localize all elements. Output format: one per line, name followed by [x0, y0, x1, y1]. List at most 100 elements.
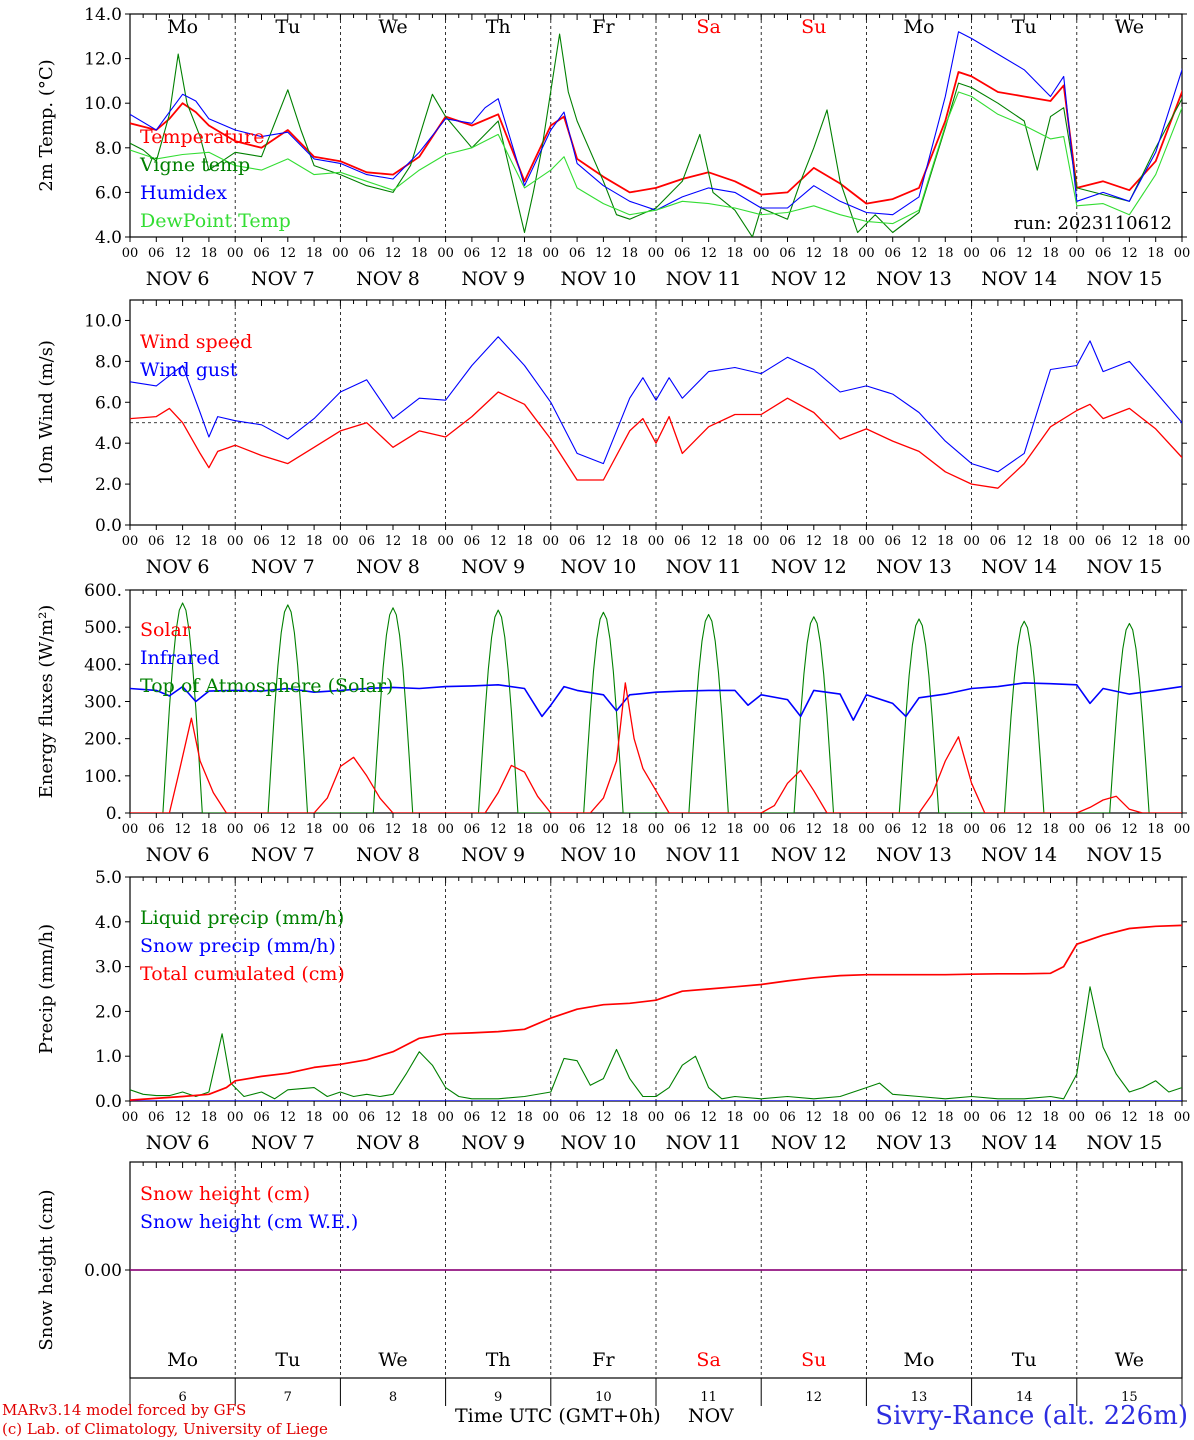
flux-hour-label: 06 — [464, 822, 481, 837]
flux-ytick-label: 0. — [106, 804, 122, 824]
temp-hour-label: 00 — [648, 246, 665, 261]
flux-hour-label: 00 — [858, 822, 875, 837]
wind-ytick-label: 6.0 — [95, 393, 122, 413]
temp-hour-label: 06 — [148, 246, 165, 261]
wind-hour-label: 00 — [648, 534, 665, 549]
precip-date-label: NOV 9 — [461, 1132, 525, 1154]
wind-hour-label: 12 — [595, 534, 612, 549]
temp-series-dewpoint-temp — [130, 91, 1182, 225]
temp-ytick-label: 12.0 — [84, 50, 122, 70]
wind-date-label: NOV 8 — [356, 556, 420, 578]
wind-hour-label: 00 — [543, 534, 560, 549]
temp-hour-label: 00 — [1174, 246, 1191, 261]
weekday-label: Mo — [904, 1349, 935, 1371]
temp-hour-label: 00 — [858, 246, 875, 261]
temp-ytick-label: 8.0 — [95, 139, 122, 159]
flux-date-label: NOV 6 — [146, 844, 210, 866]
flux-ytick-label: 200. — [84, 730, 122, 750]
flux-date-label: NOV 9 — [461, 844, 525, 866]
temp-hour-label: 18 — [937, 246, 954, 261]
wind-hour-label: 12 — [1121, 534, 1138, 549]
temp-hour-label: 00 — [437, 246, 454, 261]
wind-hour-label: 18 — [1147, 534, 1164, 549]
precip-hour-label: 06 — [464, 1110, 481, 1125]
temp-hour-label: 06 — [464, 246, 481, 261]
temp-hour-label: 18 — [727, 246, 744, 261]
wind-hour-label: 12 — [806, 534, 823, 549]
flux-hour-label: 18 — [937, 822, 954, 837]
temp-date-label: NOV 12 — [771, 268, 847, 290]
temp-hour-label: 06 — [990, 246, 1007, 261]
temp-hour-label: 18 — [201, 246, 218, 261]
flux-ytick-label: 300. — [84, 693, 122, 713]
precip-hour-label: 12 — [490, 1110, 507, 1125]
flux-hour-label: 00 — [227, 822, 244, 837]
flux-date-label: NOV 10 — [560, 844, 636, 866]
wind-series-wind-gust — [130, 336, 1182, 473]
flux-hour-label: 18 — [1147, 822, 1164, 837]
temp-hour-label: 00 — [753, 246, 770, 261]
wind-frame — [129, 299, 1183, 526]
precip-hour-label: 06 — [253, 1110, 270, 1125]
temp-legend-item: Vigne temp — [139, 154, 250, 176]
weekday-label: Su — [801, 1349, 826, 1371]
weekday-label: Tu — [1012, 16, 1037, 38]
temp-hour-label: 18 — [621, 246, 638, 261]
day-number: 10 — [595, 1390, 612, 1405]
precip-ytick-label: 1.0 — [95, 1047, 122, 1067]
temp-series-temperature — [130, 71, 1182, 205]
wind-hour-label: 12 — [490, 534, 507, 549]
flux-hour-label: 00 — [1069, 822, 1086, 837]
flux-legend-item: Solar — [140, 619, 192, 641]
flux-hour-label: 00 — [963, 822, 980, 837]
weekday-label: We — [1115, 1349, 1144, 1371]
temp-run-annotation: run: 2023110612 — [1014, 213, 1172, 234]
temp-hour-label: 06 — [674, 246, 691, 261]
temp-hour-label: 12 — [490, 246, 507, 261]
wind-legend-item: Wind speed — [140, 331, 252, 353]
precip-date-label: NOV 6 — [146, 1132, 210, 1154]
precip-hour-label: 00 — [332, 1110, 349, 1125]
day-number: 7 — [284, 1390, 292, 1405]
temp-date-label: NOV 14 — [981, 268, 1057, 290]
precip-ylabel: Precip (mm/h) — [36, 924, 57, 1054]
flux-hour-label: 18 — [411, 822, 428, 837]
weekday-label: Mo — [167, 1349, 198, 1371]
precip-hour-label: 00 — [1174, 1110, 1191, 1125]
flux-hour-label: 06 — [569, 822, 586, 837]
precip-hour-label: 00 — [122, 1110, 139, 1125]
flux-ytick-label: 100. — [84, 767, 122, 787]
flux-date-label: NOV 15 — [1086, 844, 1162, 866]
wind-hour-label: 06 — [464, 534, 481, 549]
weekday-label: Mo — [904, 16, 935, 38]
temp-hour-label: 06 — [779, 246, 796, 261]
temp-date-label: NOV 15 — [1086, 268, 1162, 290]
flux-hour-label: 00 — [543, 822, 560, 837]
temp-hour-label: 18 — [1147, 246, 1164, 261]
temp-legend-item: Humidex — [140, 182, 227, 204]
snow-ylabel: Snow height (cm) — [36, 1189, 57, 1350]
day-number: 9 — [494, 1390, 502, 1405]
wind-hour-label: 00 — [963, 534, 980, 549]
wind-hour-label: 06 — [990, 534, 1007, 549]
flux-hour-label: 06 — [1095, 822, 1112, 837]
temp-ytick-label: 10.0 — [84, 94, 122, 114]
flux-hour-label: 06 — [884, 822, 901, 837]
panel-snow: 0.00 Snow height (cm) Snow height (cm) Snow… — [36, 1161, 1187, 1406]
weekday-label: Sa — [696, 16, 720, 38]
precip-hour-label: 06 — [884, 1110, 901, 1125]
flux-hour-label: 00 — [332, 822, 349, 837]
weekday-label: Su — [801, 16, 826, 38]
precip-hour-label: 06 — [674, 1110, 691, 1125]
flux-legend-item: Infrared — [140, 647, 220, 669]
weekday-label: Fr — [592, 16, 615, 38]
wind-hour-label: 18 — [832, 534, 849, 549]
precip-ytick-label: 2.0 — [95, 1002, 122, 1022]
wind-date-label: NOV 14 — [981, 556, 1057, 578]
temp-hour-label: 06 — [569, 246, 586, 261]
precip-hour-label: 18 — [621, 1110, 638, 1125]
precip-hour-label: 12 — [700, 1110, 717, 1125]
temp-hour-label: 12 — [595, 246, 612, 261]
day-number: 13 — [911, 1390, 928, 1405]
temp-hour-label: 12 — [806, 246, 823, 261]
